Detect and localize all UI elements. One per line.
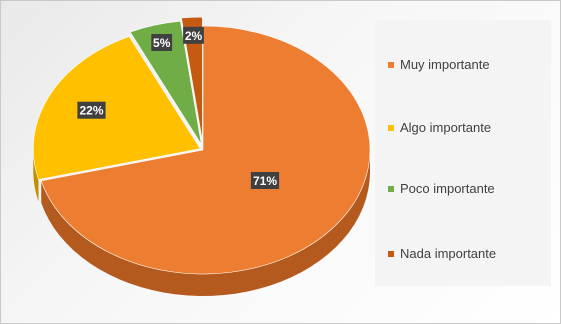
slice-side-muy-importante [41,150,370,296]
legend-swatch [388,185,394,192]
pie-slices [32,16,371,275]
data-label-box [250,172,280,189]
legend-swatch [388,61,394,68]
data-label-poco-importante: 5% [153,36,171,50]
legend-swatch [388,124,394,131]
legend-swatch [388,250,394,257]
data-labels: 71% 22% 5% 2% [77,26,280,189]
legend-panel [375,20,551,286]
pie-sides [33,148,370,296]
data-label-box [151,34,173,51]
legend-item-muy-importante: Muy importante [388,57,490,72]
slice-algo-importante [32,36,201,180]
data-label-box [183,26,204,44]
legend-label: Nada importante [400,246,497,261]
data-label-box [77,101,106,119]
data-label-nada-importante: 2% [185,29,203,43]
slice-side-algo-importante [33,148,39,202]
legend-item-poco-importante: Poco importante [388,181,495,196]
legend-item-algo-importante: Algo importante [388,120,491,135]
data-label-algo-importante: 22% [79,104,103,118]
slice-poco-importante [129,20,202,145]
slice-muy-importante [40,25,371,275]
legend-label: Muy importante [400,57,490,72]
slice-nada-importante [181,16,203,142]
data-label-muy-importante: 71% [253,174,277,188]
legend-label: Algo importante [400,120,492,135]
legend-item-nada-importante: Nada importante [388,246,496,261]
legend-label: Poco importante [400,181,495,196]
